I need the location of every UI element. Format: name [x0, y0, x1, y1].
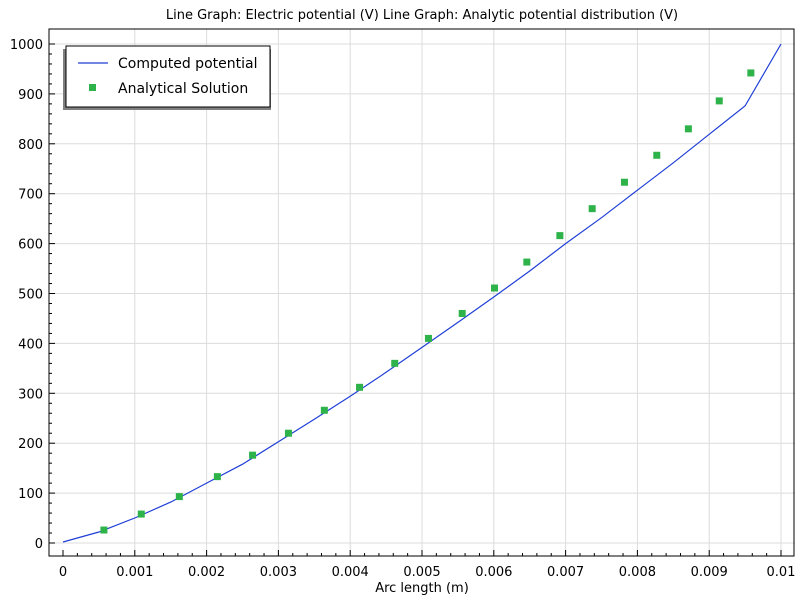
- y-tick-label: 800: [18, 138, 43, 153]
- analytical-solution-marker: [588, 205, 596, 213]
- y-tick-label: 300: [18, 387, 43, 402]
- x-tick-label: 0.01: [767, 565, 795, 580]
- x-axis-label: Arc length (m): [375, 581, 469, 596]
- y-tick-label: 700: [18, 188, 43, 203]
- analytical-solution-marker: [523, 258, 531, 266]
- analytical-solution-marker: [458, 309, 466, 317]
- chart-title: Line Graph: Electric potential (V) Line …: [166, 8, 678, 23]
- analytical-solution-marker: [684, 125, 692, 133]
- y-tick-label: 900: [18, 88, 43, 103]
- y-tick-label: 500: [18, 288, 43, 303]
- series-layer: [62, 43, 782, 543]
- y-tick-label: 200: [18, 437, 43, 452]
- x-tick-label: 0.008: [619, 565, 656, 580]
- analytical-solution-marker: [653, 151, 661, 159]
- analytical-solution-marker: [715, 97, 723, 105]
- analytical-solution-marker: [491, 284, 499, 292]
- analytical-solution-marker: [100, 526, 108, 534]
- y-tick-label: 100: [18, 487, 43, 502]
- x-tick-label: 0.009: [691, 565, 728, 580]
- axes: 0 0.001 0.002 0.003 0.004 0.005 0.006 0.007 0.00…: [10, 38, 795, 580]
- legend-label-analytical: Analytical Solution: [118, 81, 248, 97]
- y-tick-label: 0: [35, 537, 43, 552]
- analytical-solution-marker: [356, 383, 364, 391]
- analytical-solution-marker: [320, 406, 328, 414]
- grid: [49, 29, 795, 556]
- y-tick-label: 600: [18, 238, 43, 253]
- analytical-solution-marker: [213, 473, 221, 481]
- analytical-solution-marker: [284, 429, 292, 437]
- legend-marker-swatch: [89, 84, 96, 91]
- x-tick-label: 0.005: [403, 565, 440, 580]
- y-tick-label: 400: [18, 337, 43, 352]
- analytical-solution-marker: [137, 510, 145, 518]
- analytical-solution-marker: [620, 178, 628, 186]
- legend-label-computed: Computed potential: [118, 56, 257, 72]
- analytical-solution-marker: [391, 359, 399, 367]
- analytical-solution-marker: [249, 451, 257, 459]
- x-tick-label: 0: [59, 565, 67, 580]
- x-tick-label: 0.006: [475, 565, 512, 580]
- y-tick-label: 1000: [10, 38, 43, 53]
- analytical-solution-marker: [747, 69, 755, 77]
- x-tick-label: 0.007: [547, 565, 584, 580]
- x-tick-label: 0.001: [116, 565, 153, 580]
- x-tick-label: 0.002: [188, 565, 225, 580]
- analytical-solution-marker: [175, 493, 183, 501]
- x-tick-label: 0.004: [332, 565, 369, 580]
- legend: Computed potential Analytical Solution: [63, 45, 271, 110]
- analytical-solution-marker: [556, 232, 564, 240]
- analytical-solution-marker: [424, 334, 432, 342]
- legend-box: [65, 45, 271, 108]
- x-tick-label: 0.003: [260, 565, 297, 580]
